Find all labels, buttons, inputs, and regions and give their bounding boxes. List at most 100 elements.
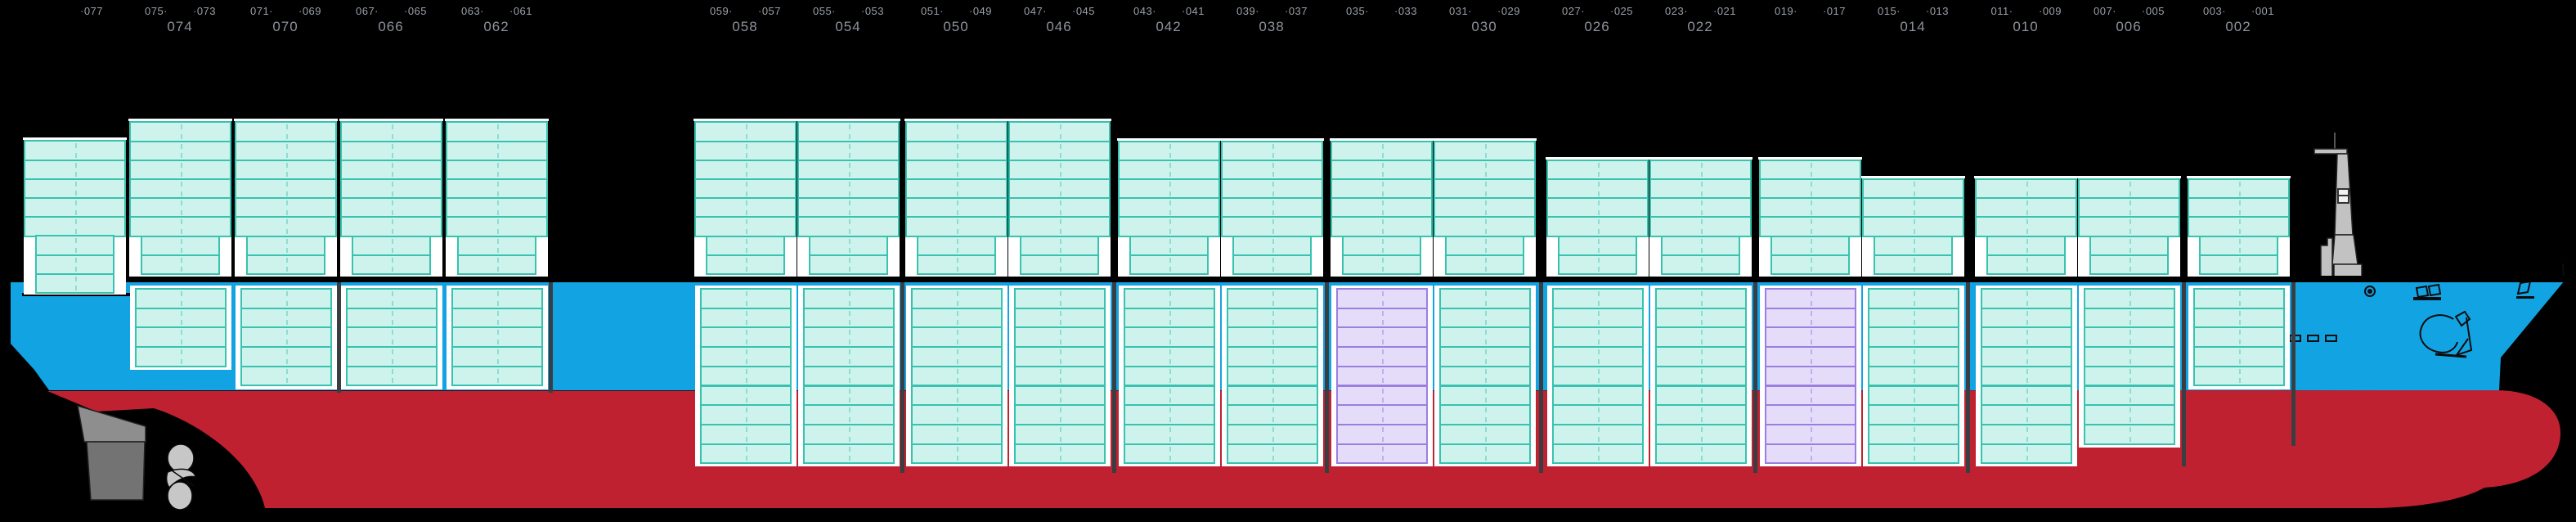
container-tier[interactable] (911, 443, 1003, 465)
container-tier[interactable] (1336, 326, 1428, 349)
container-tier[interactable] (1759, 216, 1861, 238)
container-tier[interactable] (340, 159, 442, 181)
container-tier[interactable] (352, 254, 431, 276)
container-tier[interactable] (1765, 288, 1856, 309)
container-tier[interactable] (1552, 385, 1644, 407)
container-tier[interactable] (1020, 254, 1099, 276)
container-tier[interactable] (451, 365, 543, 387)
container-tier[interactable] (2193, 307, 2285, 329)
container-tier[interactable] (700, 443, 792, 465)
container-tier[interactable] (1227, 326, 1318, 349)
container-tier[interactable] (1770, 254, 1850, 276)
container-tier[interactable] (694, 216, 797, 238)
container-tier[interactable] (1118, 159, 1220, 181)
container-tier[interactable] (1221, 197, 1323, 218)
container-tier[interactable] (1118, 178, 1220, 200)
container-tier[interactable] (1124, 443, 1215, 465)
container-tier[interactable] (905, 216, 1008, 238)
container-tier[interactable] (1874, 254, 1953, 276)
container-tier[interactable] (451, 307, 543, 329)
container-tier[interactable] (905, 197, 1008, 218)
container-tier[interactable] (706, 254, 785, 276)
container-tier[interactable] (1227, 307, 1318, 329)
container-tier[interactable] (1124, 385, 1215, 407)
container-tier[interactable] (1981, 404, 2072, 425)
container-tier[interactable] (1014, 307, 1106, 329)
container-tier[interactable] (911, 307, 1003, 329)
container-tier[interactable] (24, 197, 126, 218)
container-tier[interactable] (905, 121, 1008, 143)
container-tier[interactable] (1655, 443, 1747, 465)
container-tier[interactable] (246, 254, 325, 276)
container-tier[interactable] (905, 159, 1008, 181)
container-tier[interactable] (2089, 254, 2169, 276)
container-tier[interactable] (1439, 443, 1531, 465)
container-tier[interactable] (797, 140, 900, 162)
container-tier[interactable] (1765, 443, 1856, 465)
container-tier[interactable] (1868, 346, 1959, 367)
container-tier[interactable] (2199, 254, 2278, 276)
container-tier[interactable] (240, 288, 332, 309)
container-tier[interactable] (1546, 216, 1649, 238)
container-tier[interactable] (1232, 254, 1312, 276)
container-tier[interactable] (1546, 178, 1649, 200)
container-tier[interactable] (809, 254, 888, 276)
container-tier[interactable] (1129, 235, 1209, 257)
container-tier[interactable] (1558, 254, 1637, 276)
container-tier[interactable] (1981, 288, 2072, 309)
container-tier[interactable] (700, 423, 792, 445)
container-tier[interactable] (240, 365, 332, 387)
container-tier[interactable] (1439, 307, 1531, 329)
container-tier[interactable] (694, 140, 797, 162)
container-tier[interactable] (1765, 423, 1856, 445)
container-tier[interactable] (1981, 326, 2072, 349)
container-tier[interactable] (240, 307, 332, 329)
container-tier[interactable] (451, 288, 543, 309)
container-tier[interactable] (1765, 385, 1856, 407)
container-tier[interactable] (235, 159, 337, 181)
container-tier[interactable] (2089, 235, 2169, 257)
container-tier[interactable] (1986, 235, 2066, 257)
container-tier[interactable] (446, 121, 548, 143)
container-tier[interactable] (1014, 443, 1106, 465)
container-tier[interactable] (346, 288, 438, 309)
container-tier[interactable] (1765, 307, 1856, 329)
container-tier[interactable] (1008, 159, 1111, 181)
container-tier[interactable] (1975, 197, 2077, 218)
container-tier[interactable] (803, 443, 895, 465)
container-tier[interactable] (2193, 365, 2285, 387)
container-tier[interactable] (1342, 254, 1421, 276)
container-tier[interactable] (451, 346, 543, 367)
container-tier[interactable] (1227, 423, 1318, 445)
container-tier[interactable] (803, 307, 895, 329)
container-tier[interactable] (1439, 365, 1531, 387)
container-tier[interactable] (803, 346, 895, 367)
container-tier[interactable] (340, 197, 442, 218)
container-tier[interactable] (1008, 121, 1111, 143)
container-tier[interactable] (1129, 254, 1209, 276)
container-tier[interactable] (1661, 254, 1740, 276)
container-tier[interactable] (1981, 443, 2072, 465)
container-tier[interactable] (803, 423, 895, 445)
container-tier[interactable] (457, 254, 536, 276)
container-tier[interactable] (1868, 443, 1959, 465)
container-tier[interactable] (700, 346, 792, 367)
container-tier[interactable] (1221, 140, 1323, 162)
container-tier[interactable] (1546, 159, 1649, 181)
container-tier[interactable] (1649, 197, 1752, 218)
container-tier[interactable] (35, 272, 114, 295)
container-tier[interactable] (1014, 365, 1106, 387)
container-tier[interactable] (2084, 423, 2175, 445)
container-tier[interactable] (1986, 254, 2066, 276)
container-tier[interactable] (1439, 346, 1531, 367)
container-tier[interactable] (129, 140, 231, 162)
container-tier[interactable] (803, 404, 895, 425)
container-tier[interactable] (346, 365, 438, 387)
container-tier[interactable] (1975, 216, 2077, 238)
container-tier[interactable] (2084, 288, 2175, 309)
container-tier[interactable] (1552, 443, 1644, 465)
container-tier[interactable] (235, 216, 337, 238)
container-tier[interactable] (1014, 423, 1106, 445)
container-tier[interactable] (1124, 423, 1215, 445)
container-tier[interactable] (129, 216, 231, 238)
